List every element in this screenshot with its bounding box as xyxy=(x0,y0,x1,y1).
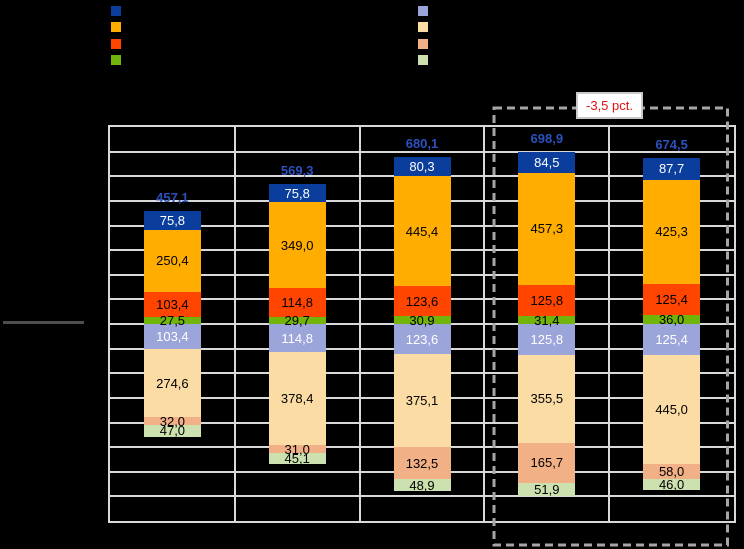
bar-segment xyxy=(268,316,326,324)
bar-segment xyxy=(143,230,201,292)
segment-value-label: 375,1 xyxy=(405,393,439,409)
segment-value-label: 125,4 xyxy=(655,292,688,308)
bar-segment xyxy=(143,291,201,318)
bar-segment xyxy=(268,352,326,446)
segment-value-label: 87,7 xyxy=(658,161,685,177)
gridline-vertical xyxy=(358,127,361,521)
segment-value-label: 103,4 xyxy=(156,296,189,312)
bar-segment xyxy=(393,324,451,355)
bar-segment xyxy=(393,479,451,492)
bar-segment xyxy=(393,156,451,177)
segment-value-label: 355,5 xyxy=(530,391,564,407)
bar-total-label: 569,3 xyxy=(280,162,314,178)
segment-value-label: 48,9 xyxy=(409,477,435,493)
annotation-label-box: -3,5 pct. xyxy=(576,92,643,119)
segment-value-label: 125,8 xyxy=(530,331,564,347)
legend-swatch xyxy=(418,38,428,49)
bar-segment xyxy=(268,202,326,289)
segment-value-label: 31,0 xyxy=(284,441,310,457)
bar-segment xyxy=(393,354,451,447)
bar-segment xyxy=(393,316,451,324)
segment-value-label: 425,3 xyxy=(655,224,688,240)
segment-value-label: 103,4 xyxy=(156,329,189,345)
bar-segment xyxy=(393,446,451,480)
segment-value-label: 123,6 xyxy=(405,293,439,309)
legend-swatch xyxy=(111,54,121,65)
gridline-vertical xyxy=(483,127,486,521)
bar-total-label: 698,9 xyxy=(530,130,564,146)
segment-value-label: 114,8 xyxy=(281,330,313,346)
segment-value-label: 274,6 xyxy=(156,375,189,391)
segment-value-label: 457,3 xyxy=(530,221,564,237)
segment-value-label: 29,7 xyxy=(284,312,310,328)
bar-segment xyxy=(143,349,201,418)
segment-value-label: 46,0 xyxy=(658,476,685,492)
legend-swatch xyxy=(418,22,428,33)
segment-value-label: 31,4 xyxy=(534,312,560,328)
bar-segment xyxy=(393,176,451,286)
segment-value-label: 84,5 xyxy=(534,154,560,170)
legend-swatch xyxy=(111,22,121,33)
segment-value-label: 30,9 xyxy=(409,312,435,328)
bar-segment xyxy=(143,424,201,437)
segment-value-label: 445,4 xyxy=(405,223,439,239)
segment-value-label: 132,5 xyxy=(405,455,439,471)
baseline-reference-line xyxy=(3,321,84,324)
segment-value-label: 114,8 xyxy=(281,295,313,311)
bar-total-label: 680,1 xyxy=(405,135,439,151)
bar-segment xyxy=(143,324,201,350)
bar-segment xyxy=(268,445,326,454)
bar-segment xyxy=(268,288,326,317)
segment-value-label: 349,0 xyxy=(280,237,314,253)
segment-value-label: 75,8 xyxy=(159,213,186,229)
segment-value-label: 45,1 xyxy=(284,451,310,467)
segment-value-label: 51,9 xyxy=(534,482,560,498)
annotation-label: -3,5 pct. xyxy=(586,98,633,113)
segment-value-label: 250,4 xyxy=(156,253,189,269)
segment-value-label: 36,0 xyxy=(658,312,685,328)
bar-segment xyxy=(393,285,451,317)
segment-value-label: 125,4 xyxy=(655,331,688,347)
gridline-horizontal xyxy=(110,150,734,153)
segment-value-label: 125,8 xyxy=(530,293,564,309)
legend-swatch xyxy=(111,6,121,16)
bar-total-label: 457,1 xyxy=(156,190,189,206)
segment-value-label: 47,0 xyxy=(159,423,186,439)
bar-segment xyxy=(268,183,326,203)
bar-segment xyxy=(143,211,201,231)
gridline-vertical xyxy=(608,127,611,521)
segment-value-label: 75,8 xyxy=(284,185,310,201)
gridline-horizontal xyxy=(110,495,734,498)
segment-value-label: 445,0 xyxy=(655,402,688,418)
bar-segment xyxy=(268,324,326,353)
bar-segment xyxy=(143,417,201,425)
legend-swatch xyxy=(418,6,428,16)
segment-value-label: 27,5 xyxy=(159,313,186,329)
segment-value-label: 123,6 xyxy=(405,331,439,347)
segment-value-label: 165,7 xyxy=(530,455,564,471)
plot-area: 27,5 103,4 250,4 75,8 103,4 274,6 32,0 47,0 457,… xyxy=(108,125,736,523)
bar-segment xyxy=(268,453,326,465)
segment-value-label: 80,3 xyxy=(409,158,435,174)
gridline-vertical xyxy=(233,127,236,521)
segment-value-label: 32,0 xyxy=(159,413,186,429)
bar-total-label: 674,5 xyxy=(655,136,688,152)
legend-swatch xyxy=(418,54,428,65)
segment-value-label: 378,4 xyxy=(280,391,314,407)
bar-segment xyxy=(143,317,201,324)
legend-swatch xyxy=(111,38,121,49)
